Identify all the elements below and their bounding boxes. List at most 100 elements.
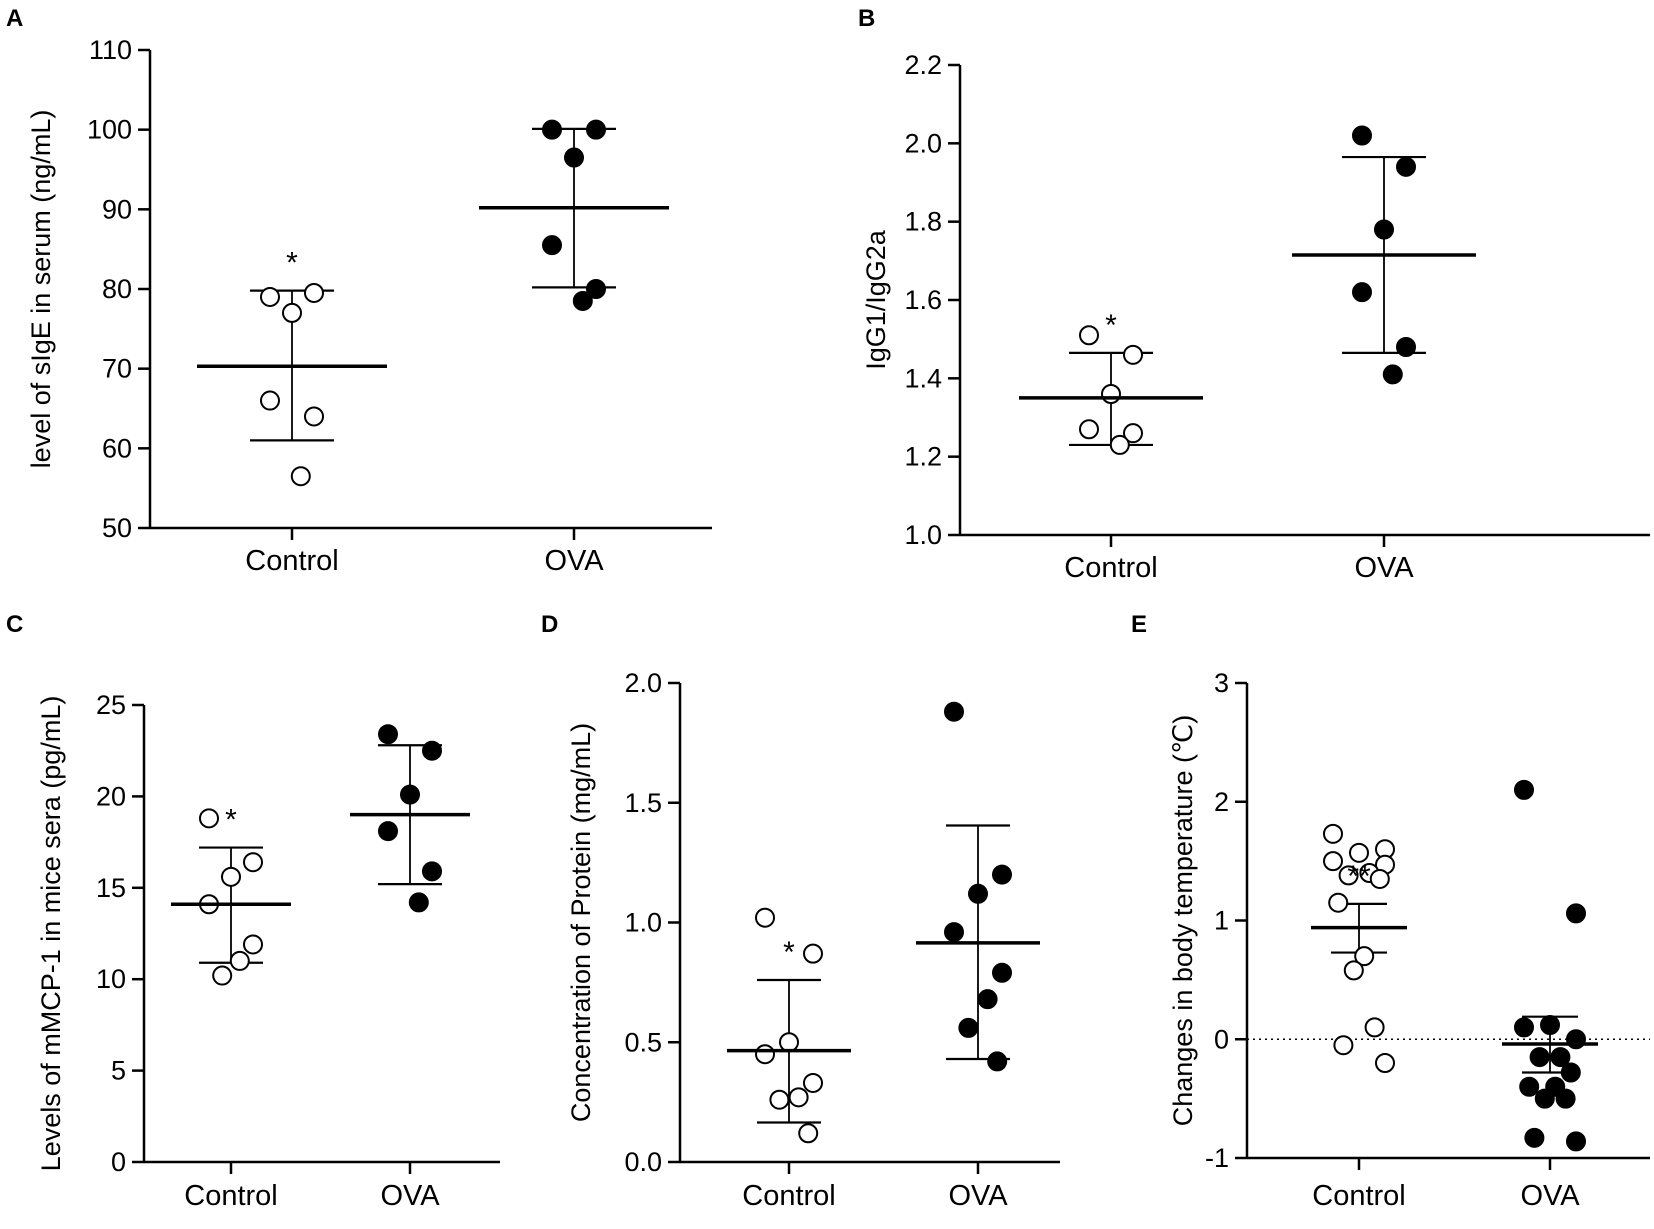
panel-d-y-tick-label: 1.0 bbox=[624, 908, 662, 938]
panel-e-point-ova bbox=[1555, 1088, 1576, 1109]
panel-b-y-tick-label: 1.8 bbox=[904, 207, 942, 237]
panel-b-y-tick-label: 2.2 bbox=[904, 50, 942, 80]
panel-c-x-tick-label: Control bbox=[184, 1180, 278, 1212]
panel-a-point-ova bbox=[586, 119, 606, 140]
panel-e-point-ova bbox=[1540, 1015, 1560, 1035]
panel-c-point-ova bbox=[378, 821, 398, 842]
panel-e-letter: E bbox=[1131, 611, 1147, 638]
panel-c-point-control bbox=[243, 852, 263, 873]
panel-c-point-ova bbox=[378, 724, 398, 745]
panel-a-significance-label: * bbox=[286, 247, 298, 280]
panel-d-point-ova bbox=[987, 1051, 1008, 1072]
panel-a-point-control bbox=[260, 390, 280, 411]
panel-a-x-tick-label: Control bbox=[245, 545, 339, 577]
panel-c-point-control bbox=[221, 866, 241, 887]
panel-d-y-tick-label: 0.5 bbox=[624, 1027, 662, 1057]
panel-c-point-ova bbox=[408, 892, 429, 913]
panel-c-point-ova bbox=[400, 784, 420, 805]
panel-e-significance-label: ** bbox=[1347, 860, 1371, 893]
panel-d-point-ova bbox=[992, 962, 1012, 983]
panel-e-point-control bbox=[1343, 960, 1364, 981]
panel-d-point-control bbox=[788, 1087, 809, 1108]
panel-a-letter: A bbox=[6, 5, 23, 32]
panel-a-point-control bbox=[290, 466, 311, 487]
panel-d-point-control bbox=[755, 1044, 775, 1065]
panel-e-point-control bbox=[1323, 851, 1343, 872]
panel-a-y-tick-label: 100 bbox=[87, 115, 132, 145]
panel-e-point-control bbox=[1323, 823, 1343, 844]
panel-d-point-ova bbox=[992, 864, 1012, 885]
panel-e-point-ova bbox=[1514, 1017, 1534, 1038]
panel-e-point-control bbox=[1369, 868, 1390, 889]
panel-d-point-ova bbox=[944, 701, 964, 722]
panel-b-y-tick-label: 1.2 bbox=[904, 442, 942, 472]
panel-e-y-tick-label: 1 bbox=[1214, 906, 1229, 936]
panel-e-y-tick-label: -1 bbox=[1205, 1143, 1229, 1173]
panel-a-y-tick-label: 70 bbox=[102, 354, 132, 384]
panel-b-y-tick-label: 1.4 bbox=[904, 363, 942, 393]
panel-e-point-ova bbox=[1534, 1088, 1555, 1109]
panel-e-x-tick-label: Control bbox=[1312, 1180, 1406, 1212]
panel-c-point-ova bbox=[422, 861, 442, 882]
panel-d-y-tick-label: 2.0 bbox=[624, 668, 662, 698]
panel-b-point-ova bbox=[1352, 282, 1372, 303]
panel-e-point-control bbox=[1328, 892, 1349, 913]
panel-b-y-tick-label: 1.6 bbox=[904, 285, 942, 315]
panel-b-point-control bbox=[1123, 423, 1143, 444]
panel-c-y-tick-label: 10 bbox=[96, 964, 126, 994]
panel-a-x-tick-label: OVA bbox=[544, 545, 604, 577]
panel-a-point-control bbox=[304, 282, 324, 303]
panel-d-point-control bbox=[779, 1032, 799, 1053]
panel-b-y-axis-title: IgG1/IgG2a bbox=[861, 229, 891, 370]
panel-a-y-tick-label: 80 bbox=[102, 274, 132, 304]
panel-c-letter: C bbox=[6, 611, 23, 638]
panel-e-point-ova bbox=[1566, 1131, 1586, 1152]
panel-d-point-ova bbox=[968, 883, 988, 904]
panel-e-point-control bbox=[1375, 1053, 1395, 1073]
panel-a-point-ova bbox=[564, 147, 584, 168]
panel-b-point-ova bbox=[1374, 219, 1394, 240]
panel-d-point-control bbox=[803, 1072, 823, 1093]
panel-d-significance-label: * bbox=[783, 936, 795, 969]
panel-b-point-ova bbox=[1352, 125, 1372, 146]
panel-e-point-control bbox=[1349, 842, 1369, 863]
panel-a-point-ova bbox=[586, 279, 606, 299]
panel-e-point-control bbox=[1354, 946, 1375, 967]
panel-d-point-control bbox=[803, 943, 823, 964]
panel-b-x-tick-label: OVA bbox=[1354, 552, 1414, 584]
panel-c-point-control bbox=[212, 965, 233, 986]
panel-a-point-ova bbox=[542, 119, 562, 140]
panel-b-point-ova bbox=[1382, 364, 1403, 385]
panel-b-y-tick-label: 1.0 bbox=[904, 520, 942, 550]
panel-e-point-ova bbox=[1560, 1062, 1581, 1083]
panel-d-point-ova bbox=[958, 1017, 979, 1038]
panel-d-point-control bbox=[798, 1123, 819, 1144]
panel-c-y-tick-label: 20 bbox=[96, 781, 126, 811]
panel-e-point-control bbox=[1333, 1035, 1354, 1056]
panel-c-y-tick-label: 5 bbox=[111, 1056, 126, 1086]
panel-d-point-ova bbox=[944, 922, 964, 943]
panel-e-point-ova bbox=[1519, 1076, 1540, 1097]
panel-b-point-control bbox=[1123, 344, 1143, 365]
panel-b-point-ova bbox=[1396, 156, 1416, 177]
panel-d-y-tick-label: 1.5 bbox=[624, 788, 662, 818]
panel-a-y-axis-title: level of sIgE in serum (ng/mL) bbox=[26, 110, 56, 469]
panel-b-significance-label: * bbox=[1105, 309, 1117, 342]
panel-b-point-control bbox=[1079, 419, 1099, 440]
panel-d-point-control bbox=[769, 1089, 790, 1110]
panel-a-point-ova bbox=[572, 290, 593, 311]
panel-b-point-control bbox=[1079, 325, 1099, 346]
panel-e-point-ova bbox=[1529, 1047, 1550, 1068]
panel-b-point-control bbox=[1101, 384, 1121, 404]
panel-c-y-tick-label: 25 bbox=[96, 690, 126, 720]
panel-d-point-control bbox=[755, 907, 775, 928]
panel-b-x-tick-label: Control bbox=[1064, 552, 1158, 584]
panel-c-point-control bbox=[229, 950, 250, 971]
panel-c-y-tick-label: 15 bbox=[96, 873, 126, 903]
panel-c-x-tick-label: OVA bbox=[380, 1180, 440, 1212]
panel-c-y-tick-label: 0 bbox=[111, 1147, 126, 1177]
panel-b-point-control bbox=[1109, 434, 1130, 455]
panel-b-point-ova bbox=[1396, 337, 1416, 357]
panel-e-x-tick-label: OVA bbox=[1520, 1180, 1580, 1212]
